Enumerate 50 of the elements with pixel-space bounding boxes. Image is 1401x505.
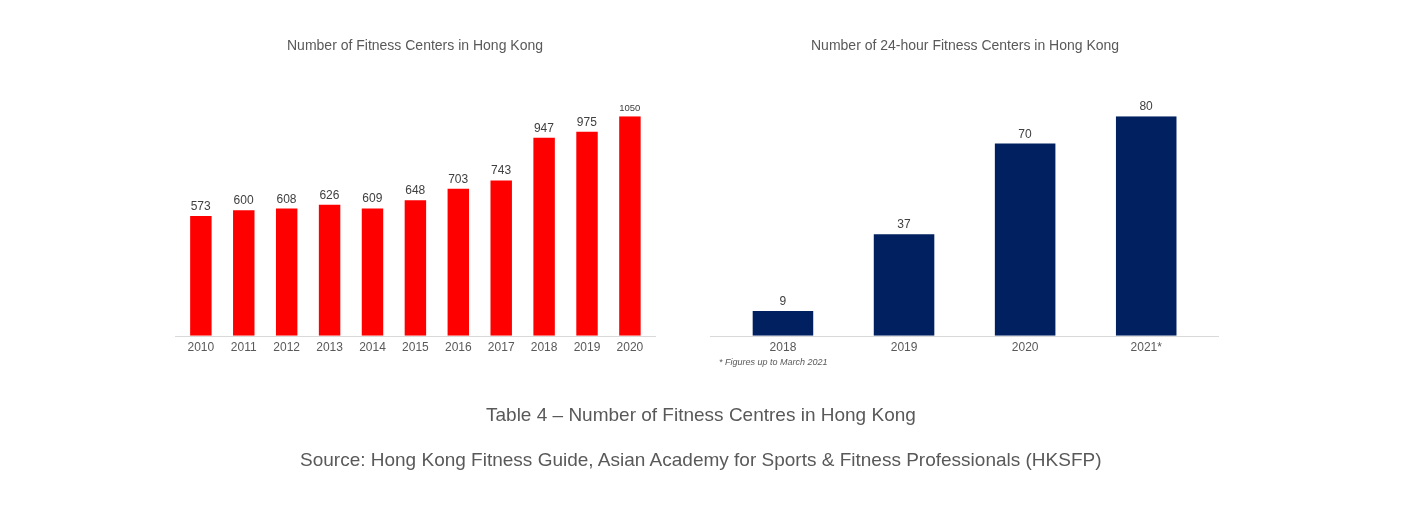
data-label: 37 — [897, 217, 911, 232]
x-tick-label: 2014 — [359, 340, 387, 355]
data-label: 626 — [319, 187, 340, 202]
x-tick-label: 2018 — [769, 340, 797, 355]
bar — [994, 143, 1056, 336]
bar — [873, 234, 935, 336]
bar — [1115, 116, 1177, 336]
x-tick-label: 2011 — [230, 340, 257, 355]
data-label: 600 — [233, 193, 254, 208]
bar — [533, 137, 555, 336]
bar — [576, 131, 598, 336]
bar — [404, 200, 427, 336]
bar — [361, 208, 384, 336]
x-tick-label: 2010 — [187, 340, 215, 355]
x-tick-label: 2017 — [487, 340, 515, 355]
data-label: 608 — [276, 191, 297, 206]
data-label: 703 — [448, 171, 469, 186]
bar — [275, 208, 298, 336]
data-label: 80 — [1139, 99, 1154, 114]
x-tick-label: 2013 — [316, 340, 344, 355]
x-tick-label: 2019 — [573, 340, 601, 355]
data-label: 947 — [533, 120, 555, 135]
text: * Figures up to March 2021 — [719, 357, 828, 367]
chart-title: Number of Fitness Centers in Hong Kong — [287, 37, 544, 53]
source-note: Source: Hong Kong Fitness Guide, Asian Academy for Sports & Fitness Professionals (HKSFP) — [300, 449, 1102, 470]
x-tick-label: 2021* — [1130, 340, 1163, 355]
caption: Table 4 – Number of Fitness Centres in Hong Kong — [486, 404, 916, 425]
data-label: 1050 — [619, 101, 641, 113]
bar — [233, 210, 255, 336]
x-tick-label: 2020 — [616, 340, 644, 355]
data-label: 70 — [1018, 126, 1032, 141]
bar — [752, 311, 814, 336]
x-tick-label: 2019 — [890, 340, 918, 355]
data-label: 648 — [405, 183, 426, 198]
bar — [619, 116, 641, 336]
data-label: 975 — [576, 114, 598, 129]
bar — [190, 215, 212, 336]
bar — [318, 204, 341, 336]
chart-title: Number of 24-hour Fitness Centers in Hong Kong — [811, 37, 1120, 53]
data-label: 743 — [491, 163, 512, 178]
x-tick-label: 2012 — [273, 340, 301, 355]
bar — [490, 180, 512, 336]
x-tick-label: 2016 — [444, 340, 472, 355]
x-tick-label: 2015 — [402, 340, 430, 355]
data-label: 609 — [362, 191, 383, 206]
x-tick-label: 2018 — [530, 340, 558, 355]
data-label: 573 — [190, 198, 212, 213]
data-label: 9 — [779, 294, 787, 309]
bar — [447, 188, 470, 336]
x-tick-label: 2020 — [1011, 340, 1039, 355]
